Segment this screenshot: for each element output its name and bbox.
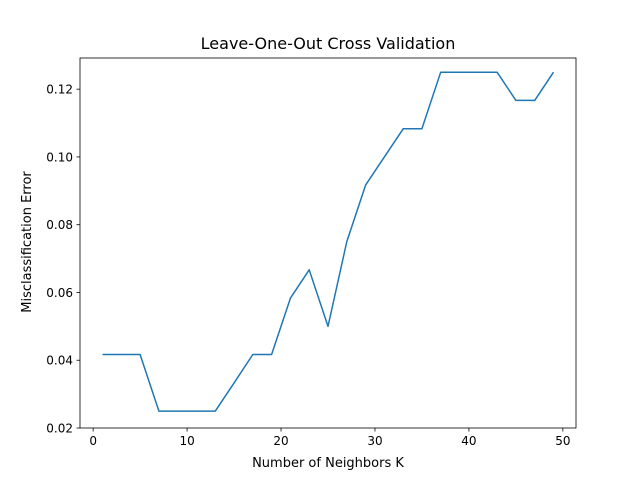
data-point bbox=[252, 354, 254, 356]
data-point bbox=[327, 326, 329, 328]
data-point bbox=[308, 269, 310, 271]
y-tick-label: 0.12 bbox=[46, 83, 73, 97]
x-tick-label: 30 bbox=[367, 434, 382, 448]
data-point bbox=[365, 184, 367, 186]
chart-title: Leave-One-Out Cross Validation bbox=[201, 34, 456, 53]
data-point bbox=[102, 354, 104, 356]
y-tick-label: 0.08 bbox=[46, 218, 73, 232]
data-point bbox=[384, 156, 386, 158]
data-point bbox=[459, 71, 461, 73]
data-point bbox=[478, 71, 480, 73]
x-tick-label: 20 bbox=[273, 434, 288, 448]
data-point bbox=[139, 354, 141, 356]
data-point bbox=[346, 241, 348, 243]
data-point bbox=[215, 410, 217, 412]
data-point bbox=[515, 100, 517, 102]
x-tick-label: 50 bbox=[555, 434, 570, 448]
data-point bbox=[271, 354, 273, 356]
x-tick-label: 10 bbox=[179, 434, 194, 448]
x-tick-label: 0 bbox=[89, 434, 97, 448]
data-point bbox=[177, 410, 179, 412]
data-point bbox=[534, 100, 536, 102]
data-point bbox=[121, 354, 123, 356]
data-point bbox=[440, 71, 442, 73]
data-point bbox=[158, 410, 160, 412]
series-line bbox=[102, 71, 555, 412]
y-tick-label: 0.04 bbox=[46, 354, 73, 368]
data-point bbox=[496, 71, 498, 73]
y-axis-label: Misclassification Error bbox=[20, 171, 35, 313]
plot-area: 0 10 20 30 40 50 0.02 0.04 0.06 0.08 0.10 0.12 bbox=[46, 57, 577, 448]
y-tick-label: 0.10 bbox=[46, 150, 73, 164]
x-axis-label: Number of Neighbors K bbox=[252, 456, 404, 471]
data-point bbox=[196, 410, 198, 412]
x-tick-label: 40 bbox=[461, 434, 476, 448]
data-point bbox=[402, 128, 404, 130]
y-tick-label: 0.02 bbox=[46, 422, 73, 436]
data-point bbox=[421, 128, 423, 130]
y-tick-label: 0.06 bbox=[46, 286, 73, 300]
data-point bbox=[290, 297, 292, 299]
data-point bbox=[233, 382, 235, 384]
axes-frame bbox=[79, 57, 577, 429]
data-point bbox=[553, 71, 555, 73]
